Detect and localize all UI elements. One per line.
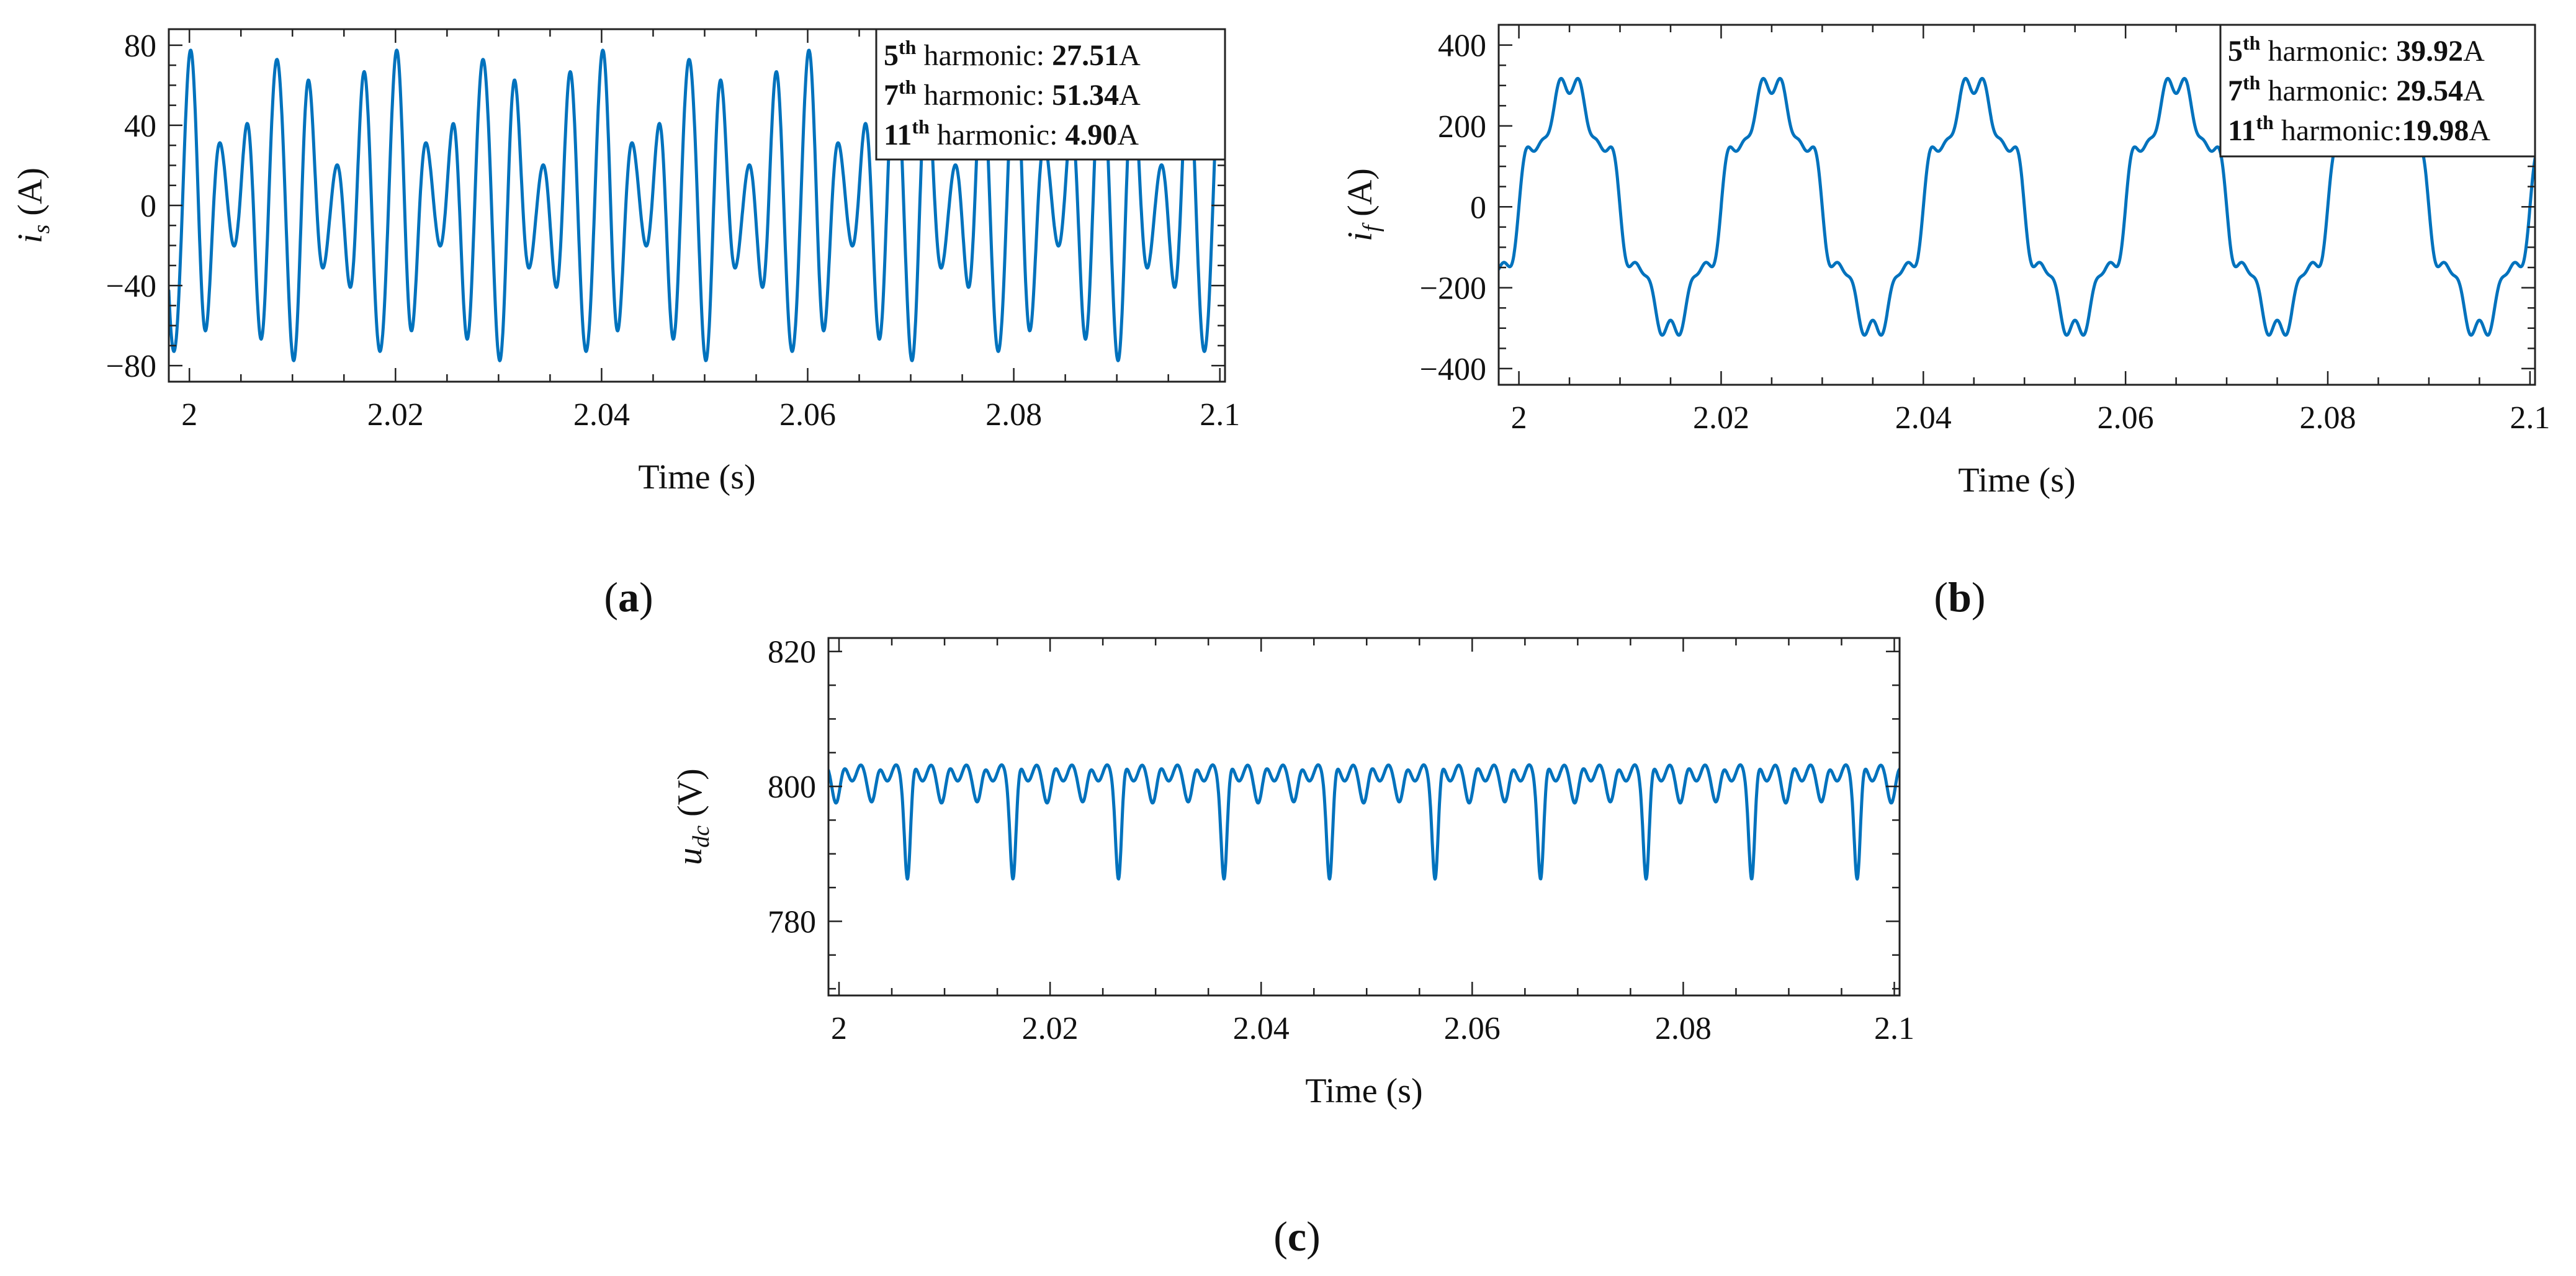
xtick-label-b: 2.04 — [1895, 400, 1952, 436]
legend-superscript: th — [2243, 32, 2261, 54]
xtick-label-b: 2 — [1511, 400, 1527, 436]
legend-superscript: th — [899, 76, 917, 98]
legend-superscript: th — [912, 115, 930, 138]
xtick-label-a: 2.02 — [367, 397, 424, 433]
xlabel-b: Time (s) — [1958, 461, 2075, 500]
xlabel-c: Time (s) — [1305, 1072, 1422, 1110]
xtick-label-c: 2.04 — [1233, 1011, 1290, 1046]
plot-frame-b — [1497, 24, 2536, 386]
xtick-label-a: 2 — [181, 397, 197, 433]
xtick-label-c: 2 — [831, 1011, 847, 1046]
xtick-label-c: 2.06 — [1444, 1011, 1501, 1046]
ylabel-unit-c: (V) — [671, 768, 709, 825]
legend-order: 11 — [884, 119, 912, 151]
ylabel-symbol-b: i — [1341, 231, 1380, 241]
ylabel-a: is (A) — [11, 168, 55, 243]
legend-order: 5 — [2228, 35, 2243, 68]
legend-unit: A — [2469, 114, 2490, 147]
ytick-label-b: 200 — [1438, 109, 1486, 145]
ytick-label-b: −200 — [1420, 271, 1486, 307]
xtick-label-b: 2.06 — [2098, 400, 2154, 436]
legend-superscript: th — [2256, 111, 2274, 133]
ytick-label-c: 800 — [768, 770, 816, 805]
legend-label: harmonic: — [2274, 114, 2402, 147]
xtick-label-a: 2.04 — [573, 397, 630, 433]
legend-box-b — [2219, 24, 2536, 158]
legend-superscript: th — [899, 36, 917, 58]
ytick-label-c: 820 — [768, 635, 816, 670]
legend-value: 39.92 — [2396, 35, 2463, 68]
legend-label: harmonic: — [930, 119, 1066, 151]
caption-b: (b) — [1934, 573, 1985, 621]
legend-entry-b: 11th harmonic:19.98A — [2228, 111, 2490, 147]
xtick-label-b: 2.08 — [2300, 400, 2356, 436]
xtick-label-c: 2.1 — [1874, 1011, 1914, 1046]
legend-entry-b: 7th harmonic: 29.54A — [2228, 71, 2485, 107]
legend-value: 19.98 — [2402, 114, 2469, 147]
ylabel-b: if (A) — [1341, 168, 1384, 241]
legend-label: harmonic: — [2260, 35, 2396, 68]
ytick-label-b: 0 — [1470, 190, 1486, 225]
xtick-label-c: 2.08 — [1655, 1011, 1712, 1046]
legend-unit: A — [1119, 39, 1141, 72]
panel-b: 2 2.02 2.04 2.06 2.08 2.1 400 200 0 −200 −400 Time … — [1341, 24, 2550, 500]
ylabel-subscript-c: dc — [688, 825, 714, 848]
legend-unit: A — [1119, 79, 1141, 112]
ylabel-c: udc (V) — [671, 768, 714, 865]
xtick-label-c: 2.02 — [1022, 1011, 1079, 1046]
legend-entry-a: 7th harmonic: 51.34A — [884, 76, 1141, 112]
legend-entry-a: 11th harmonic: 4.90A — [884, 115, 1139, 151]
legend-value: 27.51 — [1052, 39, 1119, 72]
legend-entry-b: 5th harmonic: 39.92A — [2228, 32, 2485, 68]
ylabel-subscript-a: s — [29, 225, 55, 234]
legend-order: 11 — [2228, 114, 2256, 147]
ytick-label-a: 0 — [140, 189, 156, 224]
legend-order: 7 — [2228, 74, 2243, 107]
plot-frame-c — [827, 637, 1901, 997]
ytick-label-b: 400 — [1438, 29, 1486, 64]
legend-value: 4.90 — [1065, 119, 1117, 151]
legend-entry-a: 5th harmonic: 27.51A — [884, 36, 1141, 72]
legend-label: harmonic: — [916, 79, 1052, 112]
xtick-label-a: 2.08 — [985, 397, 1042, 433]
caption-a-letter: a — [618, 573, 639, 621]
caption-c: (c) — [1273, 1213, 1321, 1260]
ylabel-symbol-a: i — [11, 233, 50, 243]
panel-a: 2 2.02 2.04 2.06 2.08 2.1 80 40 0 −40 −80 Time (s) i… — [11, 28, 1240, 496]
xlabel-a: Time (s) — [638, 458, 755, 496]
caption-b-letter: b — [1948, 573, 1972, 621]
xtick-label-b: 2.1 — [2510, 400, 2550, 436]
legend-unit: A — [1117, 119, 1139, 151]
legend-box-a — [875, 28, 1226, 161]
legend-label: harmonic: — [916, 39, 1052, 72]
xtick-label-a: 2.1 — [1200, 397, 1240, 433]
ytick-label-c: 780 — [768, 904, 816, 940]
panel-c: 2 2.02 2.04 2.06 2.08 2.1 820 800 780 Time (s) udc… — [671, 635, 1914, 1110]
legend-label: harmonic: — [2260, 74, 2396, 107]
ytick-label-a: −80 — [106, 349, 156, 384]
ylabel-unit-b: (A) — [1341, 168, 1380, 225]
caption-a: (a) — [604, 573, 653, 621]
legend-superscript: th — [2243, 71, 2261, 94]
legend-order: 7 — [884, 79, 899, 112]
ylabel-symbol-c: u — [671, 848, 709, 865]
legend-value: 51.34 — [1052, 79, 1119, 112]
legend-unit: A — [2463, 35, 2485, 68]
xtick-label-a: 2.06 — [779, 397, 836, 433]
series-a-i_s — [169, 48, 1225, 362]
series-c-u_dc — [828, 763, 1900, 881]
xtick-label-b: 2.02 — [1693, 400, 1749, 436]
legend-value: 29.54 — [2396, 74, 2463, 107]
caption-c-letter: c — [1288, 1213, 1306, 1260]
ylabel-unit-a: (A) — [11, 168, 50, 225]
ytick-label-a: 40 — [124, 109, 156, 144]
ytick-label-a: 80 — [124, 29, 156, 64]
legend-unit: A — [2463, 74, 2485, 107]
legend-order: 5 — [884, 39, 899, 72]
ytick-label-b: −400 — [1420, 352, 1486, 387]
ytick-label-a: −40 — [106, 269, 156, 304]
